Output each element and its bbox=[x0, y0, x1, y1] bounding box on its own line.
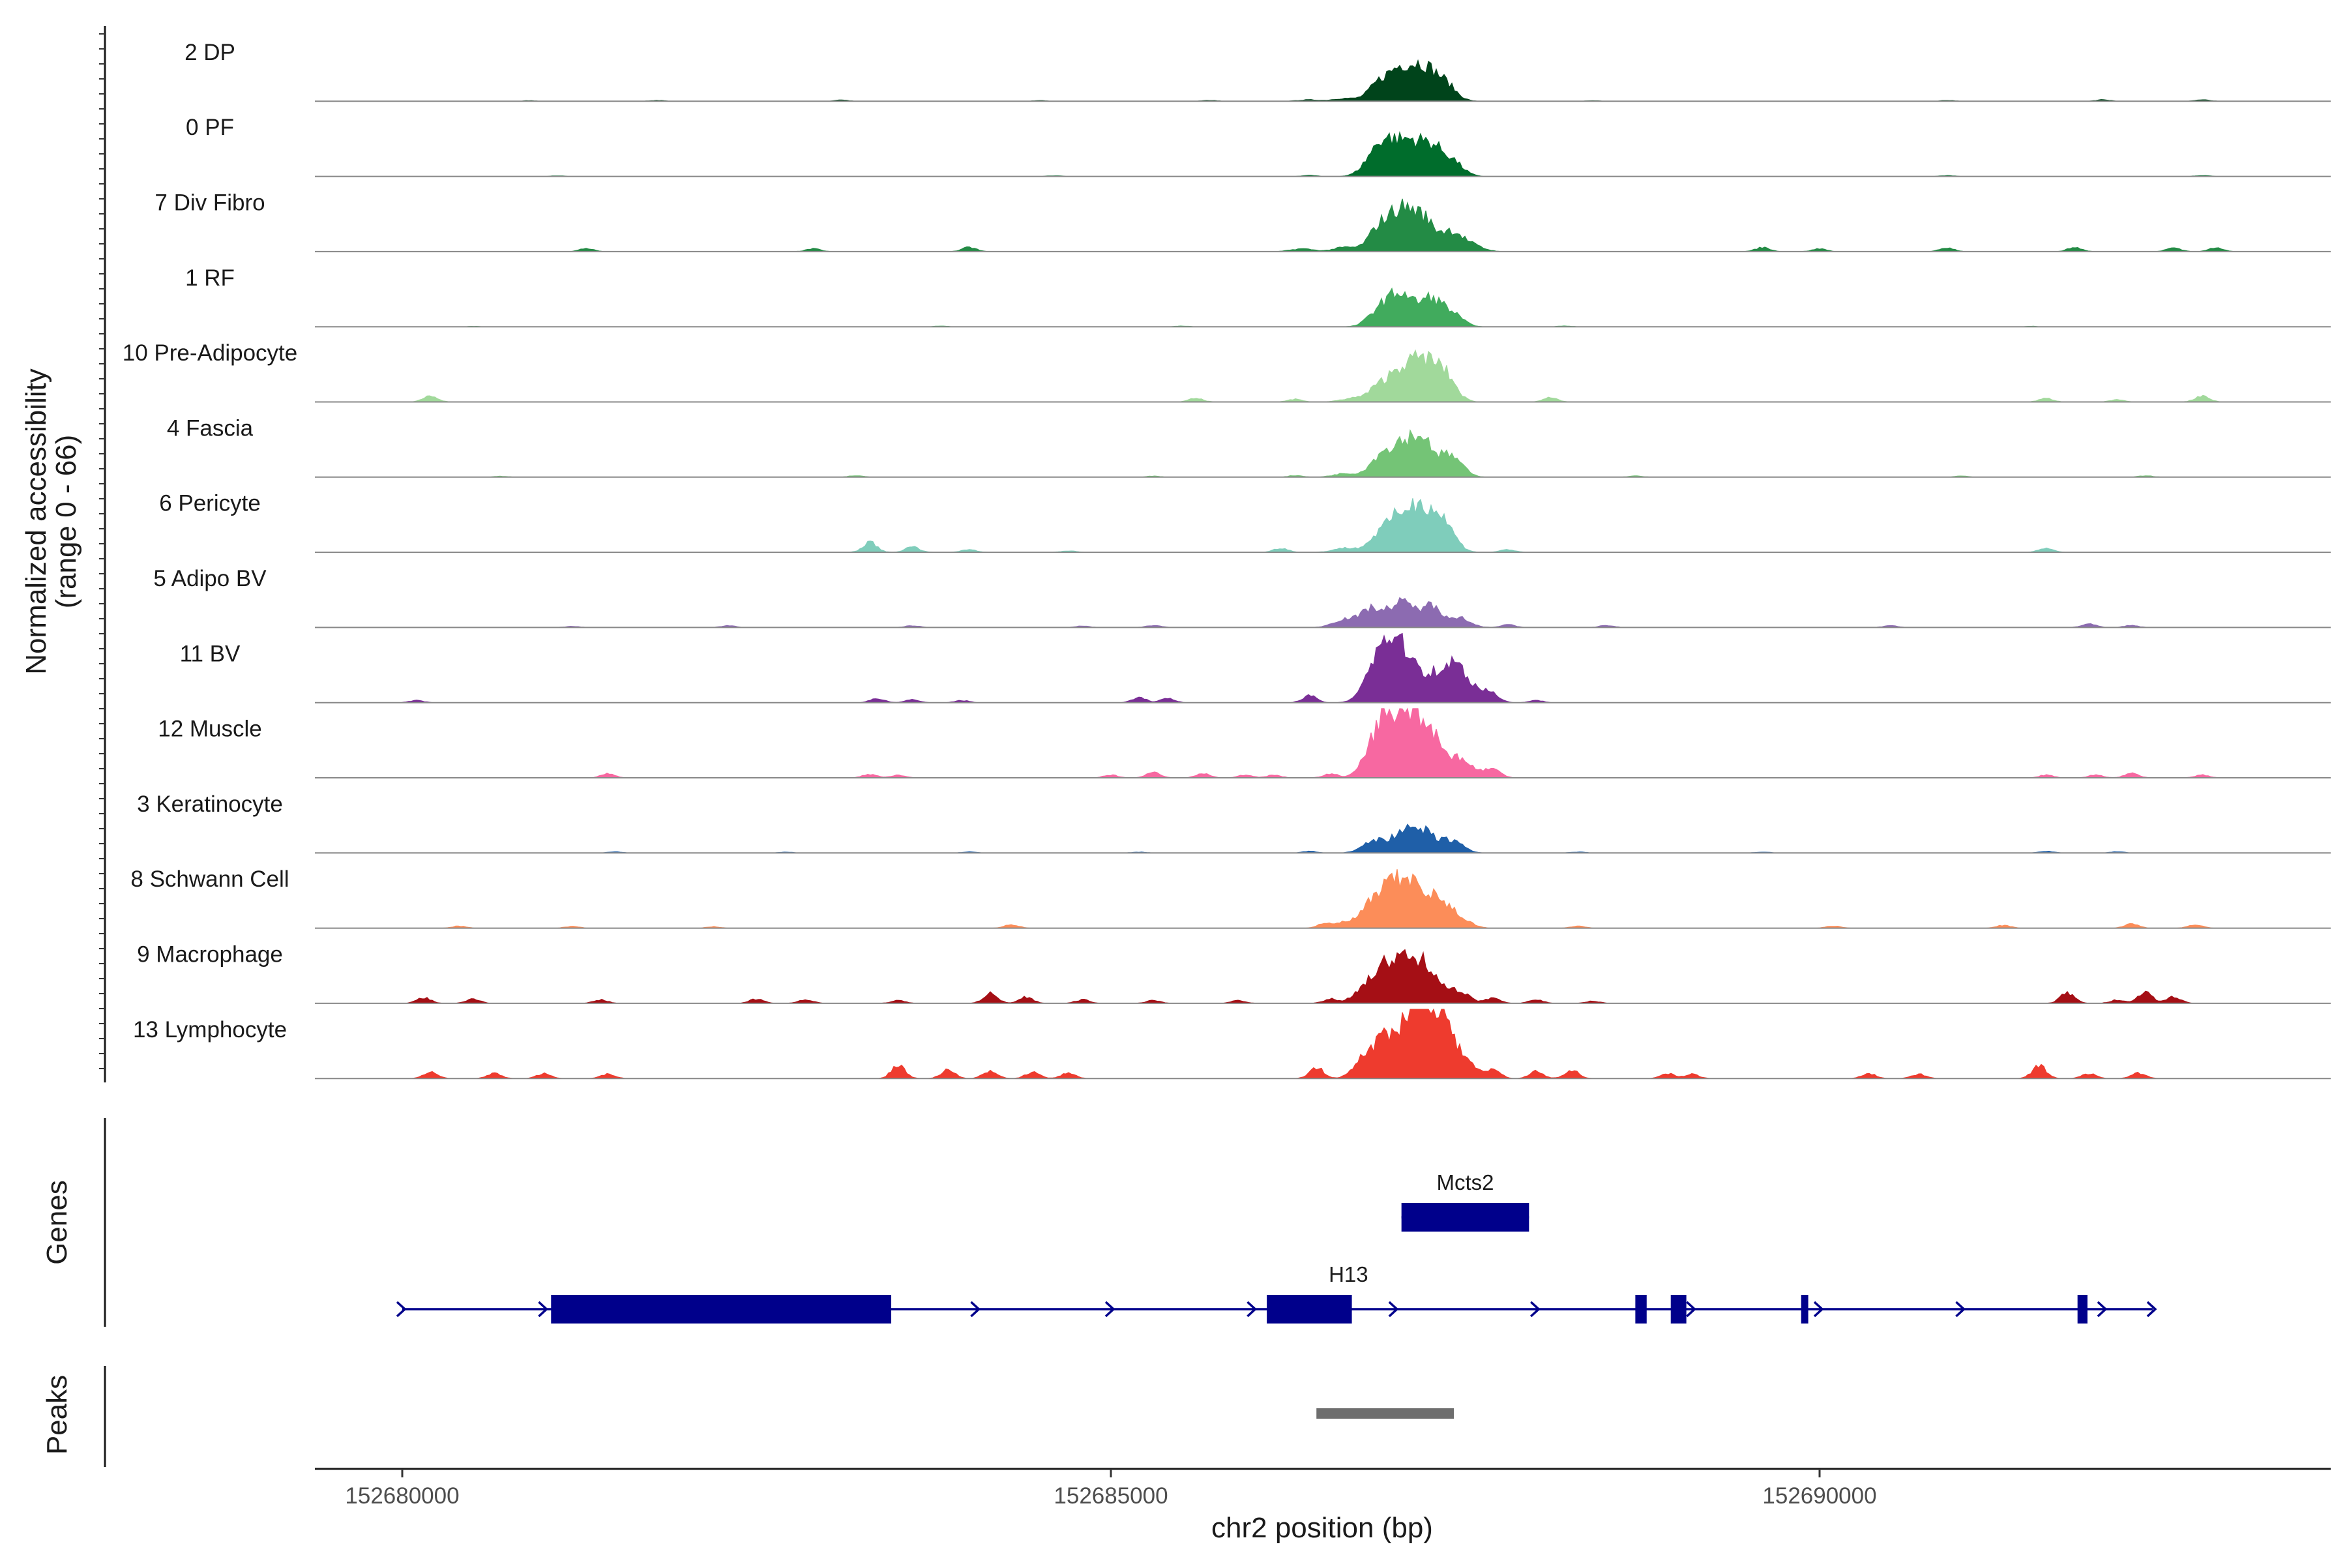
gene-label: Mcts2 bbox=[1436, 1170, 1494, 1194]
peaks-panel bbox=[104, 1366, 1454, 1467]
track-label: 12 Muscle bbox=[158, 717, 262, 742]
coverage-area bbox=[315, 287, 2236, 327]
gene-mcts2: Mcts2 bbox=[1401, 1170, 1529, 1232]
coverage-area bbox=[315, 1008, 2236, 1079]
coverage-area bbox=[315, 707, 2236, 778]
gene-exon bbox=[1267, 1295, 1352, 1324]
coverage-area bbox=[315, 949, 2236, 1004]
track-8-schwann-cell: 8 Schwann Cell bbox=[130, 866, 2331, 929]
track-label: 3 Keratinocyte bbox=[137, 791, 283, 817]
genes-panel: Mcts2 H13 bbox=[104, 1118, 2157, 1327]
coverage-area bbox=[315, 597, 2236, 629]
track-label: 13 Lymphocyte bbox=[133, 1017, 287, 1043]
strand-arrow-icon bbox=[1104, 1301, 1115, 1318]
track-7-div-fibro: 7 Div Fibro bbox=[155, 190, 2331, 252]
track-3-keratinocyte: 3 Keratinocyte bbox=[137, 791, 2331, 854]
track-label: 4 Fascia bbox=[167, 415, 254, 441]
track-1-rf: 1 RF bbox=[185, 265, 2331, 328]
x-axis-tick-label: 152680000 bbox=[345, 1483, 459, 1509]
genes-panel-title: Genes bbox=[41, 1180, 73, 1265]
peaks-panel-title: Peaks bbox=[41, 1375, 73, 1455]
track-label: 7 Div Fibro bbox=[155, 190, 265, 215]
track-5-adipo-bv: 5 Adipo BV bbox=[153, 566, 2331, 629]
peak-region bbox=[1316, 1408, 1454, 1419]
strand-arrow-icon bbox=[970, 1301, 981, 1318]
gene-label: H13 bbox=[1329, 1262, 1368, 1286]
track-0-pf: 0 PF bbox=[186, 115, 2331, 177]
track-2-dp: 2 DP bbox=[185, 40, 2331, 102]
y-axis bbox=[99, 26, 106, 1083]
track-label: 11 BV bbox=[180, 641, 241, 666]
strand-arrow-icon bbox=[396, 1301, 407, 1318]
coverage-area bbox=[315, 429, 2236, 478]
track-label: 6 Pericyte bbox=[159, 491, 261, 516]
coverage-area bbox=[315, 869, 2236, 929]
x-axis-title: chr2 position (bp) bbox=[1211, 1512, 1433, 1544]
coverage-area bbox=[315, 498, 2236, 553]
track-label: 9 Macrophage bbox=[137, 941, 283, 967]
x-axis: 152680000 152685000 152690000 bbox=[315, 1468, 2331, 1509]
track-label: 5 Adipo BV bbox=[153, 566, 267, 591]
strand-arrow-icon bbox=[538, 1301, 548, 1318]
gene-exon bbox=[2077, 1295, 2088, 1324]
gene-exon bbox=[1635, 1295, 1647, 1324]
track-10-pre-adipocyte: 10 Pre-Adipocyte bbox=[123, 340, 2331, 403]
coverage-area bbox=[315, 632, 2236, 703]
track-label: 8 Schwann Cell bbox=[130, 866, 289, 892]
track-11-bv: 11 BV bbox=[180, 632, 2331, 703]
x-axis-tick-label: 152690000 bbox=[1762, 1483, 1876, 1509]
x-axis-tick-label: 152685000 bbox=[1054, 1483, 1168, 1509]
gene-exon bbox=[551, 1295, 892, 1324]
strand-arrow-icon bbox=[1388, 1301, 1399, 1318]
gene-exon bbox=[1670, 1295, 1687, 1324]
tracks-layer: 2 DP 0 PF 7 Div Fibro 1 RF 10 Pre-Adipocyte 4… bbox=[123, 40, 2331, 1080]
track-9-macrophage: 9 Macrophage bbox=[137, 941, 2331, 1004]
gene-h13: H13 bbox=[396, 1262, 2157, 1324]
strand-arrow-icon bbox=[1955, 1301, 1966, 1318]
track-13-lymphocyte: 13 Lymphocyte bbox=[133, 1008, 2331, 1080]
strand-arrow-icon bbox=[1247, 1301, 1257, 1318]
y-axis-title-line-2: (range 0 - 66) bbox=[50, 435, 82, 609]
track-label: 10 Pre-Adipocyte bbox=[123, 340, 297, 366]
strand-arrow-icon bbox=[1686, 1301, 1696, 1318]
y-axis-title: Normalized accessibility(range 0 - 66) bbox=[20, 368, 82, 674]
coverage-area bbox=[315, 198, 2236, 252]
strand-arrow-icon bbox=[1813, 1301, 1824, 1318]
track-6-pericyte: 6 Pericyte bbox=[159, 491, 2331, 554]
coverage-area bbox=[315, 823, 2236, 853]
strand-arrow-icon bbox=[2097, 1301, 2108, 1318]
y-axis-title-line-1: Normalized accessibility bbox=[20, 368, 52, 674]
coverage-area bbox=[315, 349, 2236, 403]
coverage-area bbox=[315, 59, 2236, 102]
track-label: 0 PF bbox=[186, 115, 234, 140]
gene-exon bbox=[1801, 1295, 1808, 1324]
track-label: 2 DP bbox=[185, 40, 235, 65]
track-12-muscle: 12 Muscle bbox=[158, 707, 2331, 778]
gene-exon bbox=[1401, 1203, 1529, 1232]
track-4-fascia: 4 Fascia bbox=[167, 415, 2331, 478]
strand-arrow-icon bbox=[2146, 1301, 2157, 1318]
coverage-area bbox=[315, 130, 2236, 177]
track-label: 1 RF bbox=[185, 265, 235, 291]
strand-arrow-icon bbox=[1530, 1301, 1541, 1318]
